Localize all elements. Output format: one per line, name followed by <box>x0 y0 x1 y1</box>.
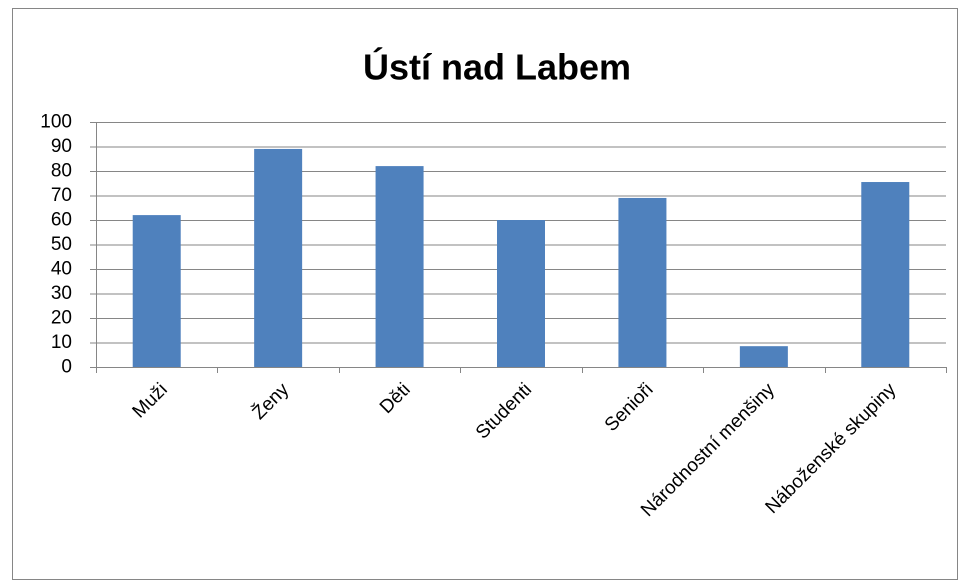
y-tick-label: 10 <box>51 332 72 353</box>
bar <box>497 220 545 367</box>
y-tick-label: 90 <box>51 136 72 157</box>
bar <box>618 197 667 367</box>
y-tick-label: 40 <box>51 259 72 280</box>
y-tick-label: 60 <box>51 210 72 231</box>
y-tick-label: 70 <box>51 185 72 206</box>
bar <box>375 166 424 367</box>
bar <box>739 346 788 367</box>
bar <box>254 148 303 367</box>
bar <box>132 215 181 367</box>
y-tick-label: 30 <box>51 283 72 304</box>
chart-title: Ústí nad Labem <box>363 46 631 88</box>
y-tick-label: 100 <box>40 112 72 133</box>
y-tick-label: 50 <box>51 234 72 255</box>
y-tick-label: 0 <box>61 357 72 378</box>
y-tick-label: 80 <box>51 161 72 182</box>
y-tick-label: 20 <box>51 308 72 329</box>
bar <box>861 182 910 367</box>
